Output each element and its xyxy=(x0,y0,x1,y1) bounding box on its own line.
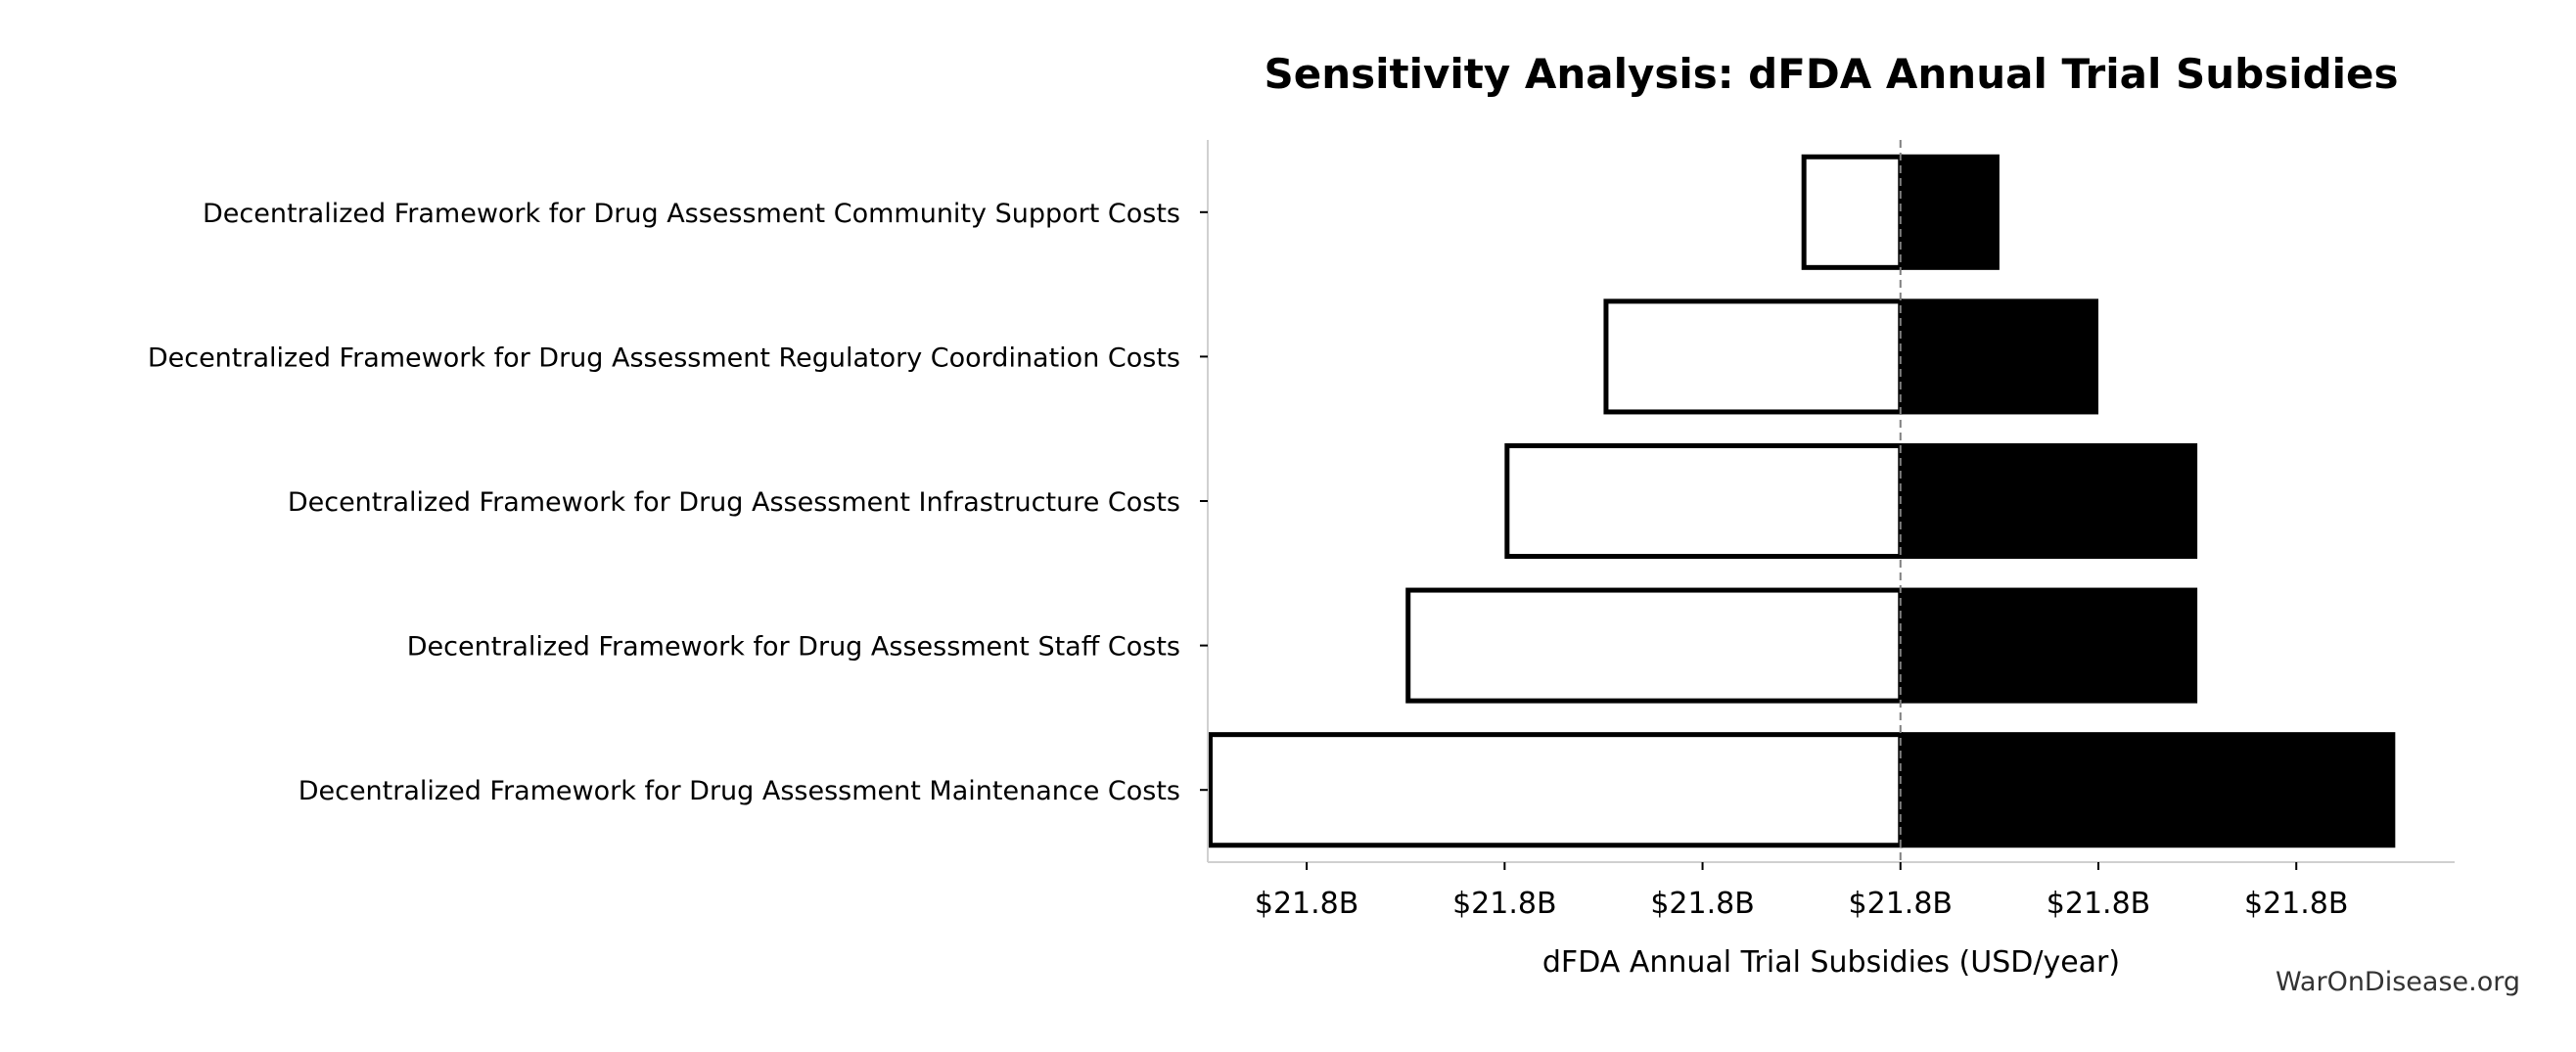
x-tick-label: $21.8B xyxy=(1849,887,1953,921)
high-bar xyxy=(1900,587,2198,704)
x-axis-label: dFDA Annual Trial Subsidies (USD/year) xyxy=(1542,945,2120,980)
low-bar xyxy=(1603,298,1904,415)
high-bar xyxy=(1900,298,2098,415)
y-tick-label: Decentralized Framework for Drug Assessm… xyxy=(288,487,1180,518)
watermark: WarOnDisease.org xyxy=(2276,967,2520,997)
y-tick-label: Decentralized Framework for Drug Assessm… xyxy=(148,343,1180,373)
x-tick-label: $21.8B xyxy=(2244,887,2348,921)
x-tick-label: $21.8B xyxy=(1255,887,1358,921)
high-bar xyxy=(1900,442,2198,560)
low-bar xyxy=(1801,154,1904,270)
low-bar xyxy=(1405,587,1904,704)
y-tick-label: Decentralized Framework for Drug Assessm… xyxy=(203,199,1180,229)
high-bar xyxy=(1900,732,2396,848)
y-tick-label: Decentralized Framework for Drug Assessm… xyxy=(407,632,1180,663)
high-bar xyxy=(1900,154,2000,270)
low-bar xyxy=(1208,732,1904,848)
y-tick-label: Decentralized Framework for Drug Assessm… xyxy=(299,776,1180,806)
x-tick-label: $21.8B xyxy=(1650,887,1754,921)
low-bar xyxy=(1504,442,1904,560)
x-tick-label: $21.8B xyxy=(2047,887,2150,921)
x-tick-label: $21.8B xyxy=(1452,887,1556,921)
chart-title: Sensitivity Analysis: dFDA Annual Trial … xyxy=(1264,50,2398,98)
